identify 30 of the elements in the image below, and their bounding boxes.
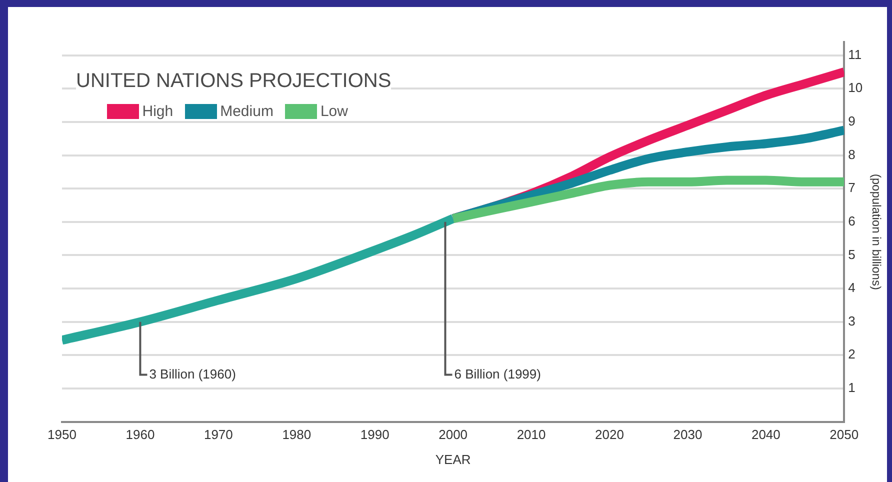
x-tick-label: 2020 [595,427,624,442]
y-tick-label: 5 [848,246,856,262]
legend-label: Medium [220,103,274,120]
y-tick-label: 6 [848,213,856,228]
x-tick-label: 1960 [126,427,155,442]
y-tick-label: 3 [848,313,856,328]
y-tick-label: 8 [848,146,856,162]
y-tick-label: 4 [848,280,856,296]
y-tick-label: 2 [848,346,856,362]
y-tick-label: 7 [848,180,856,196]
y-tick-label: 11 [848,46,862,62]
y-axis-title: (population in billions) [869,174,884,290]
x-tick-label: 1970 [204,427,233,442]
annotation: 6 Billion (1999) [454,366,541,382]
x-axis-title: YEAR [435,452,471,467]
y-tick-label: 9 [848,114,856,129]
annotation: 3 Billion (1960) [149,366,236,382]
x-tick-label: 1950 [48,427,76,442]
y-tick-label: 1 [848,380,856,396]
x-tick-label: 1980 [282,427,312,442]
legend-label: Low [320,103,348,120]
x-tick-label: 2010 [516,427,546,442]
text: UNITED NATIONS PROJECTIONS [76,70,392,93]
x-tick-label: 2000 [438,427,468,442]
x-tick-label: 2050 [830,427,859,442]
x-tick-label: 2030 [673,427,702,442]
x-tick-label: 1990 [360,427,390,442]
y-tick-label: 10 [848,80,863,96]
legend-label: High [142,103,174,120]
x-tick-label: 2040 [751,427,780,442]
